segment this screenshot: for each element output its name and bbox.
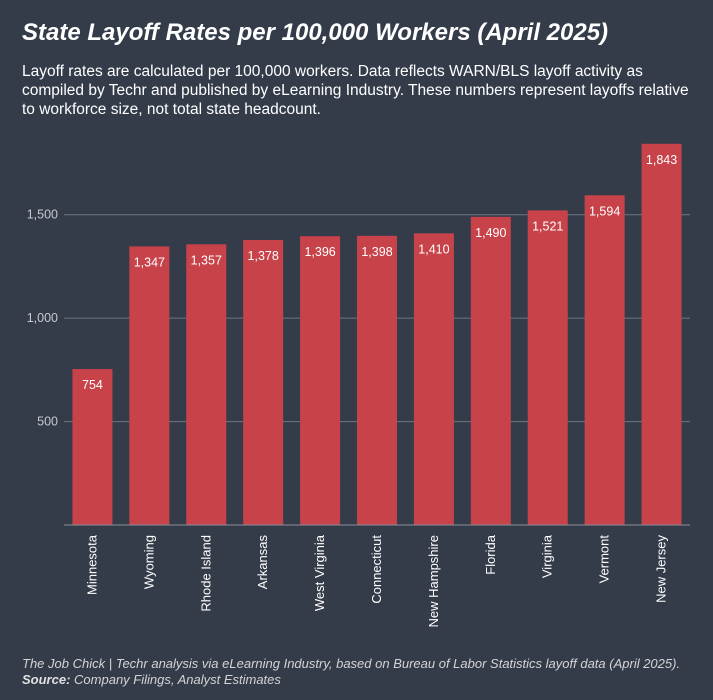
- data-label: 1,594: [589, 204, 620, 218]
- x-tick-label: West Virginia: [312, 534, 327, 611]
- bar: [470, 216, 511, 525]
- source-text: Company Filings, Analyst Estimates: [74, 672, 281, 687]
- data-label: 1,490: [475, 226, 506, 240]
- footnote: The Job Chick | Techr analysis via eLear…: [22, 656, 702, 688]
- y-tick-label: 500: [37, 415, 58, 429]
- bar: [413, 233, 454, 525]
- chart-title: State Layoff Rates per 100,000 Workers (…: [22, 19, 609, 46]
- x-tick-label: Florida: [483, 534, 498, 575]
- y-tick-label: 1,000: [27, 311, 58, 325]
- data-label: 754: [82, 378, 103, 392]
- source-label: Source:: [22, 672, 71, 687]
- bar: [357, 235, 397, 526]
- data-label: 1,398: [361, 245, 392, 259]
- data-label: 1,396: [304, 245, 335, 259]
- x-tick-label: Arkansas: [255, 535, 270, 590]
- x-tick-label: New Hampshire: [426, 535, 441, 627]
- data-label: 1,521: [532, 219, 563, 233]
- bar: [129, 246, 170, 526]
- data-label: 1,378: [248, 249, 279, 263]
- x-tick-label: Rhode Island: [198, 535, 213, 612]
- x-tick-label: New Jersey: [654, 535, 669, 603]
- footnote-text: The Job Chick | Techr analysis via eLear…: [22, 656, 681, 671]
- x-tick-label: Vermont: [597, 535, 612, 584]
- y-tick-label: 1,500: [27, 208, 58, 222]
- bar: [300, 236, 341, 526]
- data-label: 1,410: [418, 242, 449, 256]
- x-tick-label: Minnesota: [84, 534, 99, 595]
- bar: [584, 195, 625, 525]
- bar: [527, 210, 568, 525]
- x-tick-label: Connecticut: [369, 535, 384, 604]
- bar: [641, 143, 682, 526]
- x-tick-label: Wyoming: [141, 535, 156, 589]
- data-label: 1,843: [646, 153, 677, 167]
- chart-subtitle: Layoff rates are calculated per 100,000 …: [22, 63, 689, 118]
- x-tick-label: Virginia: [540, 534, 555, 578]
- bar: [186, 244, 227, 526]
- bar: [243, 239, 284, 526]
- bar: [72, 369, 113, 525]
- data-label: 1,347: [134, 255, 165, 269]
- data-label: 1,357: [191, 253, 222, 267]
